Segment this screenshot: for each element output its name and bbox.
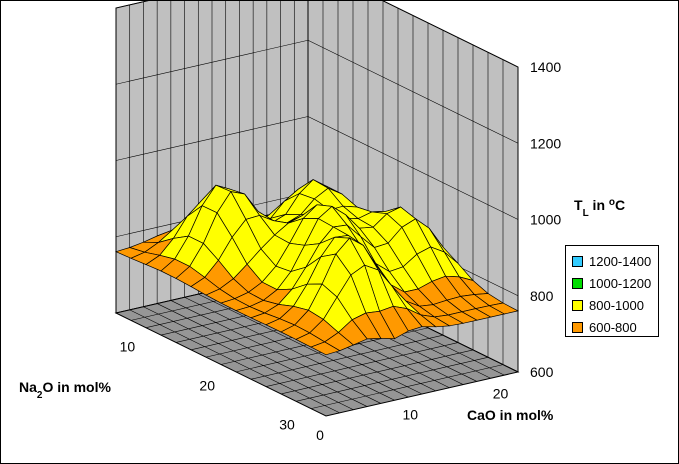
x-axis-title: CaO in mol% [467, 407, 554, 423]
back-wall-zline [115, 116, 309, 161]
legend: 1200-1400 1000-1200 800-1000 600-800 [565, 245, 659, 337]
z-tick-label: 1200 [530, 135, 561, 151]
x-tick-label: 20 [493, 386, 509, 402]
legend-label: 600-800 [589, 319, 637, 335]
side-wall-zline [307, 39, 519, 144]
z-tick-label: 800 [530, 288, 554, 304]
legend-item-600-800: 600-800 [572, 319, 637, 335]
surface [114, 179, 520, 356]
y-tick-label: 20 [199, 378, 215, 394]
z-tick-label: 1400 [530, 59, 561, 75]
legend-item-1200-1400: 1200-1400 [572, 253, 651, 269]
z-axis-title: TL in oC [574, 197, 625, 219]
floor-gridline [280, 349, 474, 395]
x-tick-label: 10 [402, 406, 418, 422]
legend-label: 800-1000 [589, 297, 644, 313]
back-wall-zline [115, 39, 309, 85]
legend-swatch-1200-1400 [572, 255, 583, 267]
legend-label: 1000-1200 [589, 275, 652, 291]
y-axis-title: Na2O in mol% [19, 379, 111, 401]
legend-swatch-800-1000 [572, 299, 583, 311]
z-tick-label: 1000 [530, 212, 561, 228]
legend-item-1000-1200: 1000-1200 [572, 275, 651, 291]
legend-label: 1200-1400 [589, 253, 652, 269]
surface-cell [310, 341, 341, 356]
y-tick-label: 30 [279, 417, 295, 433]
z-tick-label: 600 [530, 364, 554, 380]
floor-gridline [310, 364, 504, 409]
side-wall-zline [382, 1, 519, 68]
x-tick-label: 0 [316, 427, 324, 443]
floor-gridline [265, 342, 459, 387]
legend-swatch-600-800 [572, 321, 583, 333]
side-wall-zline [307, 116, 519, 220]
legend-item-800-1000: 800-1000 [572, 297, 644, 313]
legend-swatch-1000-1200 [572, 277, 583, 289]
y-tick-label: 10 [120, 338, 136, 354]
floor-gridline [295, 356, 489, 402]
floor-gridline [250, 334, 444, 380]
